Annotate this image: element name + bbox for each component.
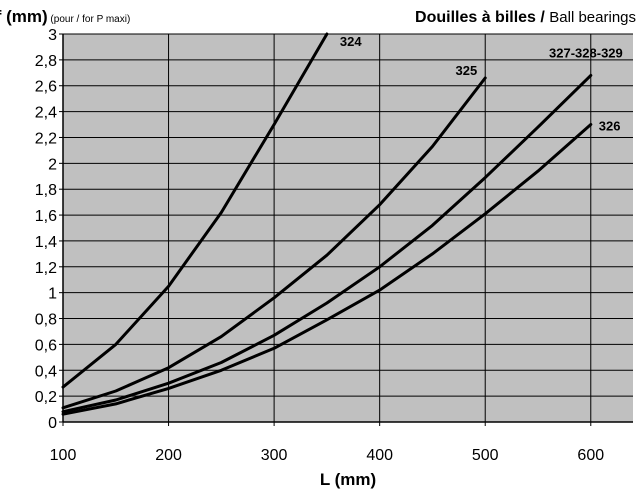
y-tick-label: 2,4 [35, 105, 57, 122]
series-label-327-328-329: 327-328-329 [549, 45, 623, 60]
y-tick-label: 1,4 [35, 234, 57, 251]
x-tick-label: 400 [366, 447, 393, 464]
y-tick-label: 2,6 [35, 79, 57, 96]
chart-title: Douilles à billes / Ball bearings [415, 9, 636, 26]
series-line-326 [61, 123, 593, 416]
x-tick-labels: 100 200 300 400 500 600 [50, 422, 604, 464]
y-tick-label: 0,6 [35, 337, 57, 354]
series-line-325 [61, 76, 487, 410]
y-tick-label: 1,6 [35, 208, 57, 225]
y-tick-label: 0 [48, 415, 57, 432]
y-tick-label: 2 [48, 156, 57, 173]
y-tick-label: 2,8 [35, 53, 57, 70]
series-label-324: 324 [340, 34, 362, 49]
y-axis-title-main: f (mm) [0, 7, 48, 26]
y-tick-label: 2,2 [35, 130, 57, 147]
chart-title-sub: Ball bearings [549, 9, 636, 26]
y-axis-title-sub: (pour / for P maxi) [48, 14, 131, 25]
x-axis-title: L (mm) [320, 470, 376, 489]
y-axis-title: f (mm) (pour / for P maxi) [0, 7, 130, 26]
x-tick-label: 200 [155, 447, 182, 464]
y-tick-label: 0,8 [35, 312, 57, 329]
series-group [61, 32, 593, 416]
series-label-325: 325 [456, 63, 478, 78]
y-tick-label: 1,2 [35, 260, 57, 277]
x-tick-label: 600 [577, 447, 604, 464]
series-label-326: 326 [599, 119, 621, 134]
x-tick-label: 300 [261, 447, 288, 464]
y-tick-label: 0,4 [35, 363, 57, 380]
y-tick-label: 3 [48, 27, 57, 44]
x-tick-label: 100 [50, 447, 77, 464]
chart-title-main: Douilles à billes / [415, 9, 549, 26]
y-tick-labels: 0 0,2 0,4 0,6 0,8 1 1,2 1,4 1,6 1,8 2 2,2 2,4 2,6 2,8 3 [35, 27, 63, 432]
x-tick-label: 500 [472, 447, 499, 464]
plot-area [63, 34, 633, 422]
y-tick-label: 1,8 [35, 182, 57, 199]
series-labels: 324 325 327-328-329 326 [340, 34, 623, 134]
grid [62, 33, 633, 423]
y-tick-label: 1 [48, 286, 57, 303]
axes [62, 34, 633, 423]
series-line-324 [61, 32, 329, 389]
series-line-327-328-329 [61, 73, 593, 414]
y-tick-label: 0,2 [35, 389, 57, 406]
